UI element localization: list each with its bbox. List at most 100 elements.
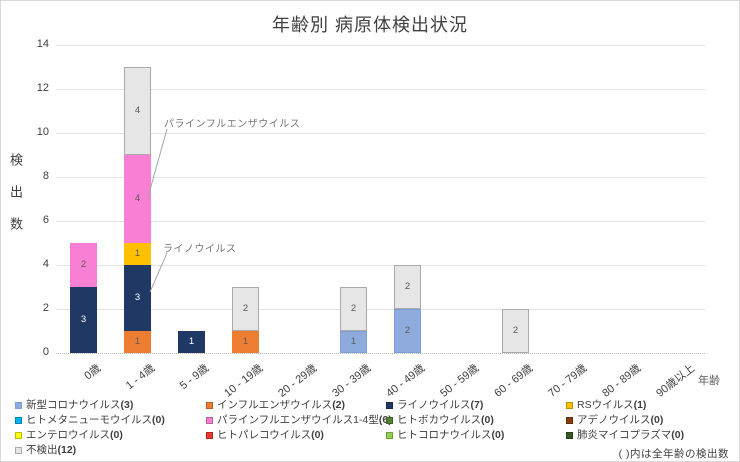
legend-label: ヒトコロナウイルス (397, 429, 492, 441)
legend-label: アデノウイルス (577, 414, 651, 426)
legend-count: (0) (671, 429, 685, 441)
segment-value-label: 1 (242, 336, 249, 347)
legend-item: 肺炎マイコプラズマ (0) (566, 428, 739, 443)
bar-segment: 3 (70, 287, 97, 353)
legend-marker (386, 417, 393, 424)
segment-value-label: 1 (134, 248, 141, 259)
segment-value-label: 2 (350, 303, 357, 314)
legend-label: 新型コロナウイルス (26, 399, 121, 411)
segment-value-label: 3 (80, 314, 87, 325)
legend-count: (2) (332, 399, 346, 411)
y-axis-title: 検出数 (8, 153, 23, 249)
legend-count: (3) (120, 399, 134, 411)
bar-segment: 2 (502, 309, 529, 353)
legend: 新型コロナウイルス (3) インフルエンザウイルス (2) ライノウイルス (7) RSウイ… (15, 398, 739, 458)
bar-segment: 4 (124, 155, 151, 243)
segment-value-label: 2 (512, 325, 519, 336)
legend-count: (0) (650, 414, 664, 426)
legend-label: ヒトメタニューモウイルス (26, 414, 152, 426)
x-axis-title: 年齢 (698, 375, 720, 387)
legend-marker (15, 447, 22, 454)
legend-marker (15, 402, 22, 409)
legend-marker (206, 402, 213, 409)
bar-segment: 2 (394, 309, 421, 353)
legend-label: ヒトパレコウイルス (217, 429, 312, 441)
legend-item: ヒトメタニューモウイルス (0) (15, 413, 206, 428)
segment-value-label: 2 (404, 325, 411, 336)
legend-marker (386, 402, 393, 409)
segment-value-label: 4 (134, 105, 141, 116)
legend-marker (386, 432, 393, 439)
bar-segment: 1 (340, 331, 367, 353)
x-axis-line (56, 353, 705, 354)
y-tick-label: 6 (42, 214, 49, 226)
legend-count: (0) (481, 414, 494, 426)
leader-line (149, 252, 168, 293)
gridline (56, 309, 705, 310)
legend-item: アデノウイルス (0) (566, 413, 739, 428)
y-tick-label: 2 (42, 302, 49, 314)
legend-count: (7) (470, 399, 484, 411)
y-tick-label: 10 (36, 126, 49, 138)
segment-value-label: 2 (404, 281, 411, 292)
legend-item: ヒトボカウイルス (0) (386, 413, 566, 428)
legend-item: ヒトコロナウイルス (0) (386, 428, 566, 443)
y-tick-label: 12 (36, 82, 49, 94)
bar-segment: 1 (124, 331, 151, 353)
annotation-label: パラインフルエンザウイルス (164, 119, 301, 130)
gridline (56, 45, 705, 46)
legend-item: 新型コロナウイルス (3) (15, 398, 206, 413)
legend-item: インフルエンザウイルス (2) (206, 398, 386, 413)
bar-segment: 2 (394, 265, 421, 309)
legend-label: インフルエンザウイルス (217, 399, 333, 411)
legend-count: (0) (110, 429, 123, 441)
bar-segment: 1 (178, 331, 205, 353)
segment-value-label: 3 (134, 292, 141, 303)
legend-item: RSウイルス (1) (566, 398, 739, 413)
legend-label: ヒトボカウイルス (397, 414, 481, 426)
legend-marker (206, 432, 213, 439)
legend-marker (15, 417, 22, 424)
legend-note: ( )内は全年齢の検出数 (618, 448, 729, 460)
y-tick-label: 8 (42, 170, 49, 182)
legend-marker (566, 432, 573, 439)
legend-count: (12) (57, 444, 77, 456)
gridline (56, 177, 705, 178)
legend-item: パラインフルエンザウイルス1-4型(6) (206, 413, 392, 428)
legend-count: (0) (311, 429, 324, 441)
bar-segment: 4 (124, 67, 151, 155)
legend-marker (15, 432, 22, 439)
gridline (56, 265, 705, 266)
legend-item: 不検出 (12) (15, 443, 206, 458)
gridline (56, 133, 705, 134)
segment-value-label: 1 (350, 336, 357, 347)
legend-label: 不検出 (26, 444, 58, 456)
legend-marker (566, 417, 573, 424)
legend-item: ヒトパレコウイルス (0) (206, 428, 386, 443)
bar-segment: 1 (232, 331, 259, 353)
segment-value-label: 4 (134, 193, 141, 204)
bar-segment: 2 (232, 287, 259, 331)
legend-count: (1) (633, 399, 647, 411)
segment-value-label: 2 (242, 303, 249, 314)
bar-segment: 2 (340, 287, 367, 331)
y-tick-label: 14 (36, 38, 49, 50)
legend-label: 肺炎マイコプラズマ (577, 429, 672, 441)
legend-item: ライノウイルス (7) (386, 398, 566, 413)
annotation-label: ライノウイルス (163, 244, 237, 255)
legend-item: エンテロウイルス (0) (15, 428, 206, 443)
segment-value-label: 2 (80, 259, 87, 270)
chart-title: 年齢別 病原体検出状況 (272, 15, 468, 35)
y-tick-label: 4 (42, 258, 49, 270)
segment-value-label: 1 (188, 336, 195, 347)
legend-count: (0) (152, 414, 165, 426)
bar-segment: 3 (124, 265, 151, 331)
legend-label: ライノウイルス (397, 399, 471, 411)
legend-label: エンテロウイルス (26, 429, 110, 441)
gridline (56, 89, 705, 90)
legend-marker (566, 402, 573, 409)
legend-marker (206, 417, 213, 424)
y-tick-label: 0 (42, 346, 49, 358)
